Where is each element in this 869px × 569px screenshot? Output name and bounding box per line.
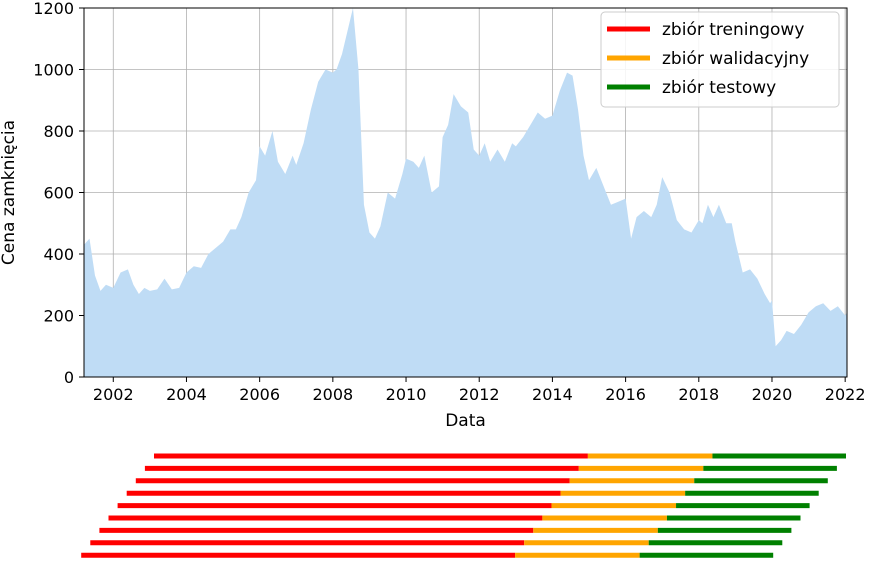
x-tick-label: 2018 (678, 385, 719, 404)
legend-box (600, 11, 840, 108)
legend: zbiór treningowy zbiór walidacyjny zbiór t… (600, 11, 840, 108)
y-tick-label: 1000 (33, 61, 74, 80)
x-tick-label: 2004 (166, 385, 207, 404)
y-tick-label: 600 (43, 184, 74, 203)
y-tick-label: 200 (43, 307, 74, 326)
x-tick-label: 2022 (825, 385, 866, 404)
x-tick-label: 2016 (605, 385, 646, 404)
y-tick-label: 1200 (33, 0, 74, 18)
y-tick-label: 0 (64, 368, 74, 387)
y-axis-label: Cena zamknięcia (0, 120, 19, 265)
x-tick-label: 2002 (93, 385, 134, 404)
legend-label: zbiór walidacyjny (662, 49, 809, 69)
x-tick-label: 2020 (752, 385, 793, 404)
x-tick-label: 2008 (312, 385, 353, 404)
price-area-chart: 2002 2004 2006 2008 2010 2012 2014 2016 2018 2020… (0, 0, 866, 431)
y-tick-label: 800 (43, 122, 74, 141)
y-tick-label: 400 (43, 245, 74, 264)
x-tick-label: 2014 (532, 385, 573, 404)
x-axis-label: Data (445, 411, 486, 431)
x-tick-label: 2012 (459, 385, 500, 404)
closing-price-area (84, 8, 847, 377)
legend-label: zbiór testowy (662, 78, 776, 98)
legend-label: zbiór treningowy (662, 20, 804, 40)
x-tick-label: 2006 (239, 385, 280, 404)
dataset-split-bars (81, 453, 846, 558)
y-axis-ticks: 0 200 400 600 800 1000 1200 (33, 0, 84, 387)
x-tick-label: 2010 (386, 385, 427, 404)
x-axis-ticks: 2002 2004 2006 2008 2010 2012 2014 2016 2018 2020… (93, 377, 866, 404)
